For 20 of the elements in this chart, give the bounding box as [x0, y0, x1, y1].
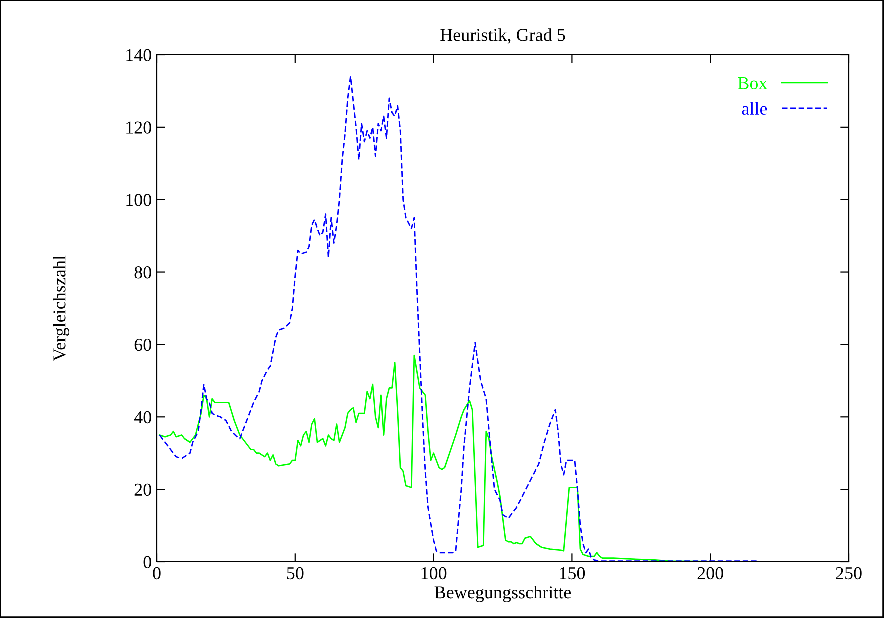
y-tick-label: 0 — [144, 556, 152, 568]
legend-label: alle — [742, 102, 768, 115]
x-tick-label: 250 — [836, 567, 862, 580]
x-tick-label: 0 — [153, 567, 161, 580]
y-tick-label: 40 — [134, 411, 152, 424]
y-tick-label: 60 — [134, 338, 152, 352]
y-tick-label: 100 — [126, 194, 152, 206]
line-series — [159, 354, 758, 562]
x-tick-label: 200 — [698, 567, 724, 580]
chart-title: Heuristik, Grad 5 — [440, 28, 566, 44]
y-tick-label: 120 — [126, 122, 152, 134]
y-tick-label: 140 — [126, 49, 152, 62]
legend-label: Box — [738, 77, 768, 90]
x-axis-title: Bewegungsschritte — [434, 586, 572, 602]
y-tick-label: 80 — [134, 266, 152, 279]
x-tick-label: 150 — [560, 567, 586, 580]
x-tick-label: 50 — [287, 567, 304, 580]
x-tick-label: 100 — [422, 567, 447, 580]
y-tick-label: 20 — [134, 484, 152, 496]
y-axis-title: Vergleichszahl — [53, 256, 70, 362]
